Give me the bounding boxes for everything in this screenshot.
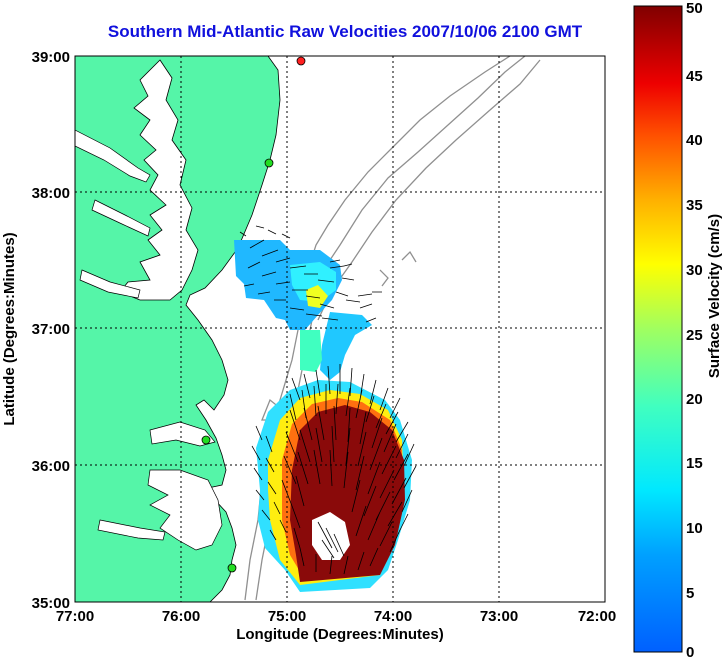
- velocity-patch-mid-green: [300, 330, 322, 372]
- x-tick-label: 77:00: [56, 608, 94, 625]
- chart-title: Southern Mid-Atlantic Raw Velocities 200…: [107, 22, 583, 41]
- velocity-patch-north-cyan: [290, 262, 336, 302]
- station-marker-green: [264, 158, 274, 168]
- velocity-patch-north-yellow: [306, 285, 328, 308]
- colorbar: [633, 5, 683, 653]
- colorbar-ticks: 0 5 10 15 20 25 30 35 40 45 50: [686, 0, 703, 659]
- river-james: [79, 269, 141, 299]
- y-tick-label: 39:00: [32, 49, 70, 66]
- colorbar-tick-label: 25: [686, 327, 703, 344]
- river-potomac: [75, 129, 151, 183]
- colorbar-tick-label: 45: [686, 68, 703, 85]
- x-axis-label: Longitude (Degrees:Minutes): [236, 626, 444, 643]
- y-tick-label: 35:00: [32, 595, 70, 612]
- colorbar-tick-label: 5: [686, 585, 694, 602]
- velocity-vectors: [239, 225, 417, 575]
- station-markers: [201, 56, 306, 573]
- station-marker-red: [296, 56, 306, 66]
- y-tick-label: 36:00: [32, 458, 70, 475]
- colorbar-tick-label: 35: [686, 197, 703, 214]
- x-tick-label: 72:00: [578, 608, 616, 625]
- pamlico-sound: [147, 469, 223, 551]
- colorbar-tick-label: 15: [686, 455, 703, 472]
- x-tick-label: 76:00: [162, 608, 200, 625]
- station-marker-green: [227, 563, 237, 573]
- velocity-field: [234, 225, 417, 592]
- chesapeake-bay: [119, 59, 199, 301]
- colorbar-tick-label: 0: [686, 644, 694, 659]
- colorbar-tick-label: 40: [686, 132, 703, 149]
- y-tick-label: 38:00: [32, 185, 70, 202]
- x-tick-label: 73:00: [480, 608, 518, 625]
- grid-lines: [75, 56, 605, 602]
- colorbar-tick-label: 50: [686, 0, 703, 17]
- plot-frame: [74, 55, 606, 603]
- river-rappahannock: [91, 199, 151, 237]
- x-tick-labels: 77:00 76:00 75:00 74:00 73:00 72:00: [56, 608, 616, 625]
- x-tick-label: 74:00: [374, 608, 412, 625]
- station-marker-green: [201, 435, 211, 445]
- velocity-patch-mid: [320, 312, 372, 380]
- colorbar-tick-label: 10: [686, 520, 703, 537]
- x-tick-label: 75:00: [268, 608, 306, 625]
- colorbar-tick-label: 30: [686, 262, 703, 279]
- y-axis-label: Latitude (Degrees:Minutes): [1, 232, 18, 425]
- colorbar-tick-label: 20: [686, 391, 703, 408]
- colorbar-label: Surface Velocity (cm/s): [706, 214, 723, 378]
- y-tick-label: 37:00: [32, 321, 70, 338]
- y-tick-labels: 39:00 38:00 37:00 36:00 35:00: [32, 49, 70, 612]
- river-neuse: [97, 519, 166, 541]
